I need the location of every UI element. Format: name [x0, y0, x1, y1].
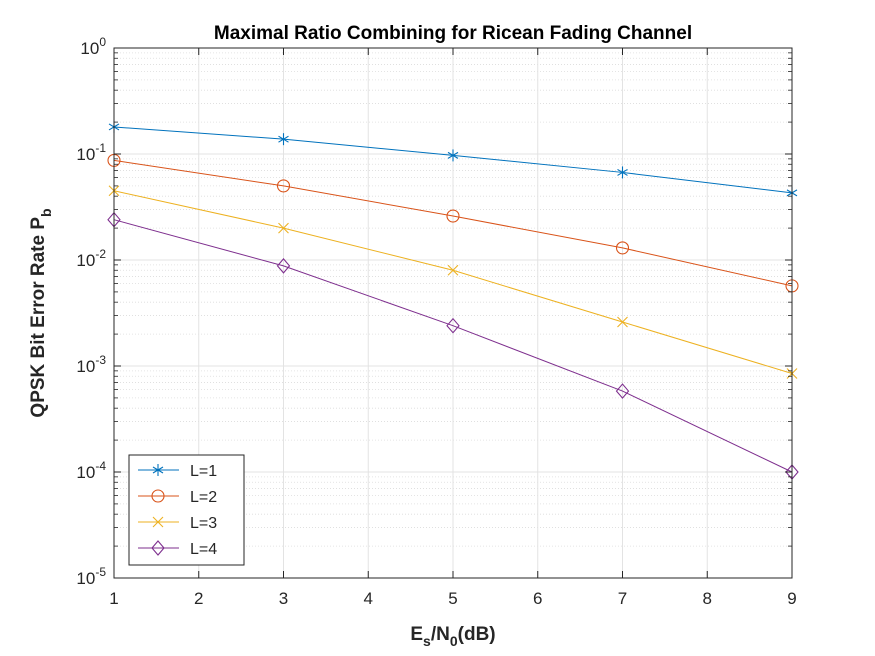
data-point	[276, 258, 291, 274]
data-point	[446, 209, 460, 223]
tick-layer: 10-5 10-4 10-3 10-2 10-1 100 1 2 3 4 5 6 7 8 9	[76, 35, 796, 608]
legend-marker	[152, 516, 164, 528]
x-tick-label: 3	[279, 589, 288, 608]
x-marker-stroke	[447, 264, 459, 276]
data-point	[615, 383, 630, 399]
diamond-marker	[276, 258, 291, 274]
circle-marker	[446, 209, 460, 223]
x-tick-label: 6	[533, 589, 542, 608]
legend-entry: L=4	[138, 540, 217, 558]
y-tick-label: 10-3	[76, 353, 106, 376]
x-marker-stroke	[617, 316, 628, 328]
x-marker-stroke	[278, 222, 289, 234]
legend: L=1 L=2 L=3 L=4	[128, 454, 245, 566]
legend-marker	[151, 489, 165, 503]
circle-marker	[615, 241, 630, 255]
y-tick-label: 100	[80, 35, 106, 58]
data-point	[617, 316, 628, 328]
data-point	[615, 241, 630, 255]
legend-entry: L=3	[138, 515, 217, 532]
legend-label: L=2	[190, 489, 217, 506]
data-point	[278, 222, 289, 234]
asterisk-marker-stroke	[152, 466, 164, 474]
data-point	[276, 179, 291, 193]
chart-title: Maximal Ratio Combining for Ricean Fadin…	[214, 23, 692, 44]
legend-marker	[151, 540, 165, 556]
asterisk-marker-stroke	[278, 135, 289, 143]
data-point	[446, 317, 460, 334]
legend-label: L=1	[190, 463, 217, 480]
y-axis-label: QPSK Bit Error Rate Pb	[28, 208, 54, 417]
x-tick-label: 8	[703, 589, 712, 608]
series-layer	[107, 120, 799, 480]
legend-entry: L=2	[138, 489, 217, 506]
y-tick-label: 10-1	[76, 141, 106, 164]
legend-label: L=3	[190, 515, 217, 532]
x-tick-label: 2	[194, 589, 203, 608]
data-point	[447, 264, 459, 276]
y-tick-label: 10-5	[76, 565, 106, 588]
x-marker-stroke	[152, 516, 164, 528]
x-tick-label: 9	[787, 589, 796, 608]
legend-label: L=4	[190, 541, 217, 558]
data-point	[447, 149, 459, 162]
series-line	[113, 159, 793, 287]
y-tick-label: 10-4	[76, 459, 106, 482]
x-tick-label: 1	[109, 589, 118, 608]
x-tick-label: 7	[618, 589, 627, 608]
x-axis-label: Es/N0(dB)	[410, 624, 495, 649]
legend-box	[128, 454, 245, 566]
diamond-marker	[615, 383, 630, 399]
circle-marker	[151, 489, 165, 503]
asterisk-marker-stroke	[447, 151, 459, 159]
data-point	[617, 166, 628, 179]
legend-marker	[152, 464, 164, 476]
legend-entry: L=1	[138, 463, 217, 480]
asterisk-marker-stroke	[617, 168, 628, 176]
y-tick-label: 10-2	[76, 247, 106, 270]
diamond-marker	[446, 317, 460, 334]
diamond-marker	[151, 540, 165, 556]
data-point	[278, 133, 289, 146]
series-line	[113, 219, 793, 473]
x-tick-label: 4	[364, 589, 373, 608]
circle-marker	[276, 179, 291, 193]
x-tick-label: 5	[448, 589, 457, 608]
